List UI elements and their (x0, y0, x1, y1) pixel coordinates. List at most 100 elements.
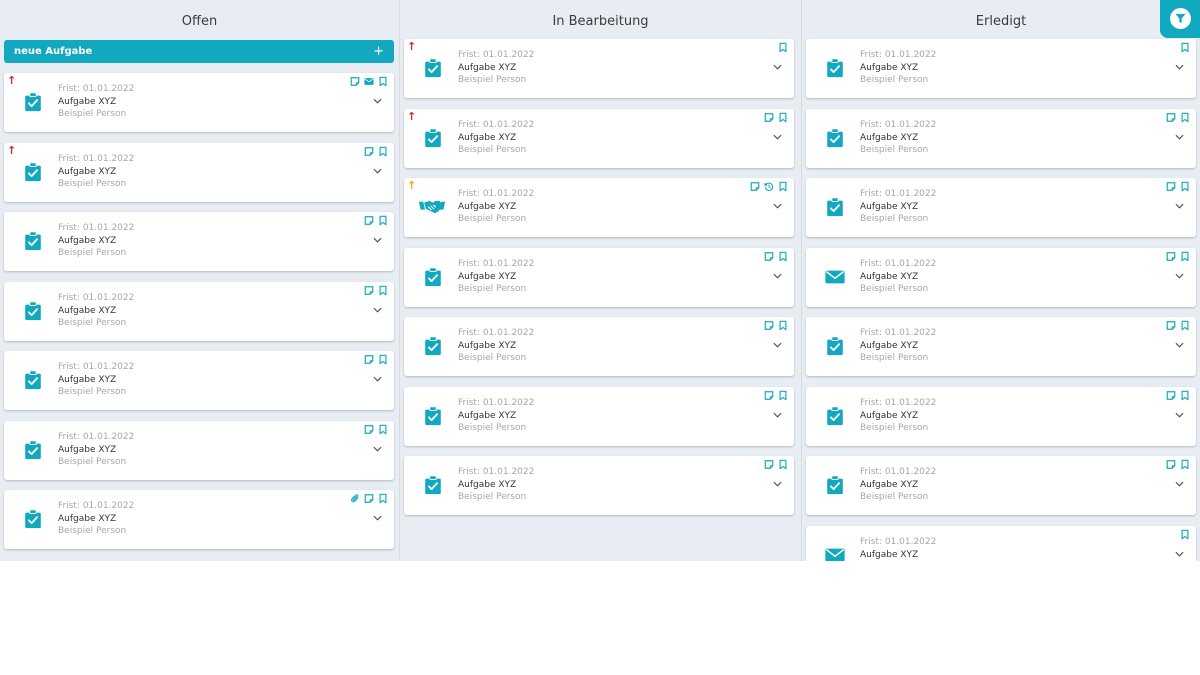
task-card[interactable]: ↑ Frist: 01.01.2022 Aufgabe XYZ Beispiel Pe… (404, 178, 794, 237)
bookmark-icon[interactable] (1180, 251, 1190, 262)
bookmark-icon[interactable] (1180, 112, 1190, 123)
bookmark-icon[interactable] (1180, 181, 1190, 192)
note-icon[interactable] (750, 181, 760, 192)
bookmark-icon[interactable] (1180, 529, 1190, 540)
task-deadline: Frist: 01.01.2022 (58, 362, 135, 372)
bookmark-icon[interactable] (778, 42, 788, 53)
clipboard-icon (824, 405, 846, 427)
chevron-down-icon[interactable] (773, 412, 782, 418)
chevron-down-icon[interactable] (1175, 203, 1184, 209)
note-icon[interactable] (364, 354, 374, 365)
bookmark-icon[interactable] (778, 320, 788, 331)
note-icon[interactable] (1166, 320, 1176, 331)
card-actions (1166, 251, 1190, 262)
note-icon[interactable] (1166, 251, 1176, 262)
note-icon[interactable] (1166, 181, 1176, 192)
bookmark-icon[interactable] (1180, 390, 1190, 401)
clipboard-icon (824, 57, 846, 79)
chevron-down-icon[interactable] (1175, 342, 1184, 348)
chevron-down-icon[interactable] (373, 98, 382, 104)
chevron-down-icon[interactable] (773, 481, 782, 487)
note-icon[interactable] (364, 424, 374, 435)
bookmark-icon[interactable] (378, 76, 388, 87)
note-icon[interactable] (364, 215, 374, 226)
chevron-down-icon[interactable] (1175, 273, 1184, 279)
note-icon[interactable] (364, 493, 374, 504)
history-icon[interactable] (764, 181, 774, 192)
bookmark-icon[interactable] (778, 251, 788, 262)
bookmark-icon[interactable] (378, 285, 388, 296)
handshake-icon (418, 196, 446, 218)
chevron-down-icon[interactable] (1175, 551, 1184, 557)
bookmark-icon[interactable] (778, 112, 788, 123)
new-task-button[interactable]: neue Aufgabe + (4, 40, 394, 63)
task-person: Beispiel Person (860, 75, 929, 85)
chevron-down-icon[interactable] (773, 273, 782, 279)
clipboard-icon (22, 439, 44, 461)
chevron-down-icon[interactable] (373, 376, 382, 382)
bookmark-icon[interactable] (1180, 459, 1190, 470)
bookmark-icon[interactable] (1180, 42, 1190, 53)
bookmark-icon[interactable] (778, 390, 788, 401)
task-card[interactable]: ↑ Frist: 01.01.2022 Aufgabe XYZ Beispiel Pe… (4, 143, 394, 202)
note-icon[interactable] (350, 76, 360, 87)
note-icon[interactable] (1166, 390, 1176, 401)
task-card[interactable]: ↑ Frist: 01.01.2022 Aufgabe XYZ Beispiel Pe… (404, 109, 794, 168)
chevron-down-icon[interactable] (1175, 412, 1184, 418)
note-icon[interactable] (764, 112, 774, 123)
chevron-down-icon[interactable] (773, 342, 782, 348)
note-icon[interactable] (364, 285, 374, 296)
chevron-down-icon[interactable] (373, 515, 382, 521)
bookmark-icon[interactable] (778, 181, 788, 192)
chevron-down-icon[interactable] (1175, 64, 1184, 70)
bookmark-icon[interactable] (778, 459, 788, 470)
note-icon[interactable] (764, 320, 774, 331)
chevron-down-icon[interactable] (1175, 134, 1184, 140)
note-icon[interactable] (1166, 459, 1176, 470)
bookmark-icon[interactable] (378, 215, 388, 226)
bookmark-icon[interactable] (378, 424, 388, 435)
note-icon[interactable] (364, 146, 374, 157)
chevron-down-icon[interactable] (373, 237, 382, 243)
bookmark-icon[interactable] (1180, 320, 1190, 331)
note-icon[interactable] (1166, 112, 1176, 123)
note-icon[interactable] (764, 390, 774, 401)
chevron-down-icon[interactable] (773, 203, 782, 209)
priority-high-icon: ↑ (407, 40, 417, 53)
bookmark-icon[interactable] (378, 493, 388, 504)
chevron-down-icon[interactable] (373, 168, 382, 174)
bookmark-icon[interactable] (378, 354, 388, 365)
task-person: Beispiel Person (458, 423, 527, 433)
bookmark-icon[interactable] (378, 146, 388, 157)
filter-button[interactable] (1160, 0, 1200, 38)
chevron-down-icon[interactable] (773, 134, 782, 140)
mail-icon[interactable] (364, 76, 374, 87)
task-card[interactable]: ↑ Frist: 01.01.2022 Aufgabe XYZ Beispiel Pe… (4, 73, 394, 132)
note-icon[interactable] (764, 459, 774, 470)
note-icon[interactable] (764, 251, 774, 262)
task-card[interactable]: ↑ Frist: 01.01.2022 Aufgabe XYZ Beispiel Pe… (404, 39, 794, 98)
chevron-down-icon[interactable] (1175, 481, 1184, 487)
chevron-down-icon[interactable] (373, 307, 382, 313)
chevron-down-icon[interactable] (773, 64, 782, 70)
chevron-down-icon[interactable] (373, 446, 382, 452)
attachment-icon[interactable] (350, 493, 360, 504)
card-actions (1166, 320, 1190, 331)
